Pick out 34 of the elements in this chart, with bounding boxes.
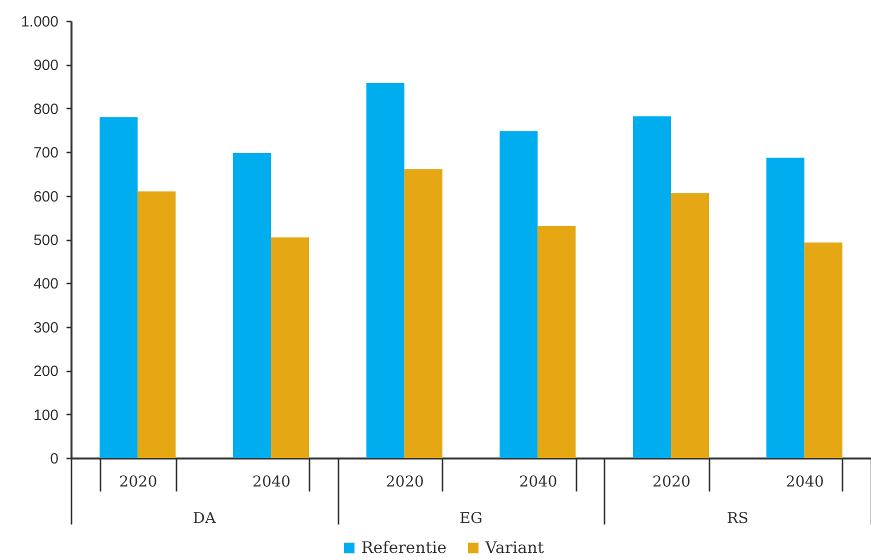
bar	[138, 191, 176, 458]
x-tick-label: 2020	[119, 472, 158, 490]
bar	[500, 131, 538, 458]
y-tick-label: 300	[33, 319, 58, 336]
y-tick-label: 600	[33, 188, 58, 206]
y-tick-label: 900	[33, 57, 58, 74]
y-tick-label: 1.000	[20, 14, 58, 30]
bar	[633, 116, 671, 458]
x-tick-label: 2020	[652, 472, 691, 490]
bar	[671, 193, 709, 458]
legend-label: Referentie	[361, 538, 447, 557]
bar	[366, 83, 404, 458]
text: EG	[460, 509, 482, 527]
y-tick-label: 500	[33, 232, 58, 249]
text: DA	[192, 509, 216, 527]
bar	[404, 169, 442, 458]
y-tick-label: 400	[33, 276, 58, 293]
y-tick-label: 100	[33, 406, 58, 424]
y-tick-label: 800	[33, 100, 58, 118]
text: RS	[726, 509, 748, 527]
bar	[271, 237, 309, 458]
y-tick-label: 200	[33, 363, 58, 380]
x-tick-label: 2040	[252, 472, 291, 490]
bar	[804, 242, 842, 458]
legend-label: Variant	[484, 538, 544, 557]
x-tick-label: 2020	[386, 472, 424, 490]
bar	[233, 152, 271, 458]
x-tick-label: 2040	[519, 472, 558, 490]
bar	[100, 117, 138, 458]
bar	[538, 226, 576, 458]
y-tick-label: 700	[33, 144, 58, 162]
bar	[766, 158, 804, 458]
y-tick-label: 0	[50, 450, 58, 468]
x-tick-label: 2040	[786, 472, 824, 490]
